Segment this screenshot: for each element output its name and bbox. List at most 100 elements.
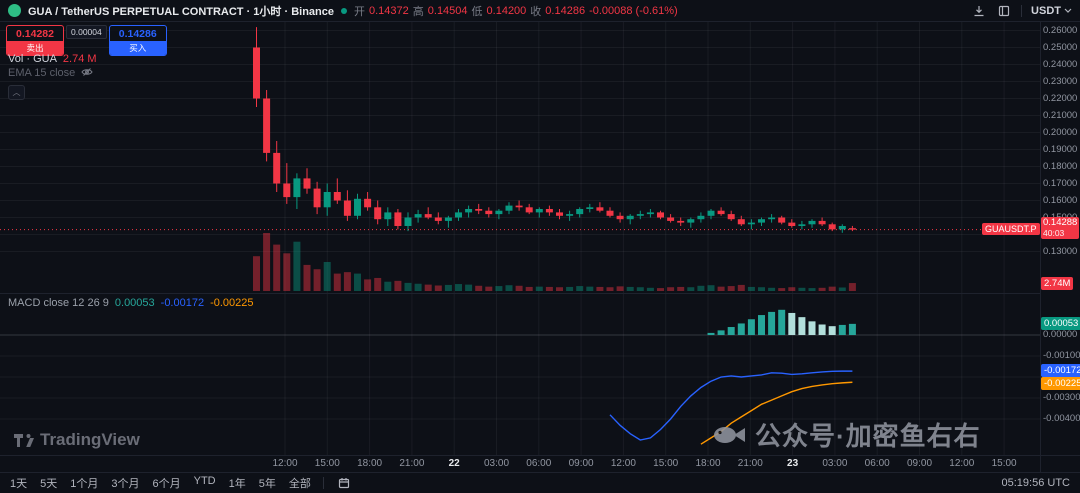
tradingview-watermark[interactable]: TradingView [14, 430, 140, 450]
channel-watermark-text: 公众号·加密鱼右右 [755, 421, 981, 451]
price-axis-label: 0.22000 [1043, 92, 1078, 104]
volume-axis-tag: 2.74M [1041, 277, 1074, 290]
time-axis-label: 15:00 [991, 458, 1017, 469]
macd-signal-axis-tag: -0.00225 [1041, 377, 1080, 390]
symbol-title[interactable]: GUA / TetherUS PERPETUAL CONTRACT · 1小时 … [28, 5, 334, 18]
ema-legend[interactable]: EMA 15 close [8, 66, 97, 80]
currency-selector[interactable]: USDT [1031, 5, 1072, 17]
channel-watermark: 公众号·加密鱼右右 [712, 416, 981, 453]
volume-legend-value: 2.74 M [62, 53, 97, 65]
macd-axis-label: -0.00400 [1043, 413, 1080, 424]
download-icon[interactable] [971, 3, 987, 19]
sell-price: 0.14282 [16, 28, 54, 40]
price-axis-border[interactable] [1040, 22, 1041, 472]
pane-separator[interactable] [0, 293, 1040, 294]
price-axis-label: 0.16000 [1043, 194, 1078, 206]
macd-legend-title: MACD close 12 26 9 [8, 297, 109, 309]
range-button-6个月[interactable]: 6个月 [152, 478, 181, 490]
range-buttons: 1天 5天 1个月 3个月 6个月 YTD 1年 5年 全部 [10, 475, 311, 491]
range-button-5年[interactable]: 5年 [258, 478, 276, 490]
price-axis-label: 0.17000 [1043, 177, 1078, 189]
macd-hist-axis-tag: 0.00053 [1041, 317, 1080, 330]
currency-label: USDT [1031, 4, 1061, 17]
range-button-1个月[interactable]: 1个月 [70, 478, 99, 490]
chart-header: GUA / TetherUS PERPETUAL CONTRACT · 1小时 … [0, 0, 1080, 22]
time-axis-label: 21:00 [737, 458, 763, 469]
open-value: 0.14372 [369, 4, 409, 17]
volume-legend[interactable]: Vol · GUA 2.74 M [8, 52, 97, 66]
collapse-pane-button[interactable]: ︿ [8, 85, 25, 100]
indicator-legend: Vol · GUA 2.74 M EMA 15 close ︿ [8, 52, 97, 100]
low-label: 低 [471, 5, 483, 18]
range-button-1年[interactable]: 1年 [228, 478, 246, 490]
close-label: 收 [530, 5, 542, 18]
range-button-YTD[interactable]: YTD [193, 475, 216, 487]
time-axis-label: 15:00 [653, 458, 679, 469]
high-label: 高 [412, 5, 424, 18]
header-divider [1021, 4, 1023, 17]
time-axis-label: 03:00 [822, 458, 848, 469]
time-axis-label: 15:00 [314, 458, 340, 469]
time-axis-label: 03:00 [483, 458, 510, 469]
sell-button[interactable]: 0.14282 卖出 [6, 25, 64, 56]
toolbar-divider [322, 477, 324, 489]
price-axis-label: 0.24000 [1043, 58, 1078, 70]
high-value: 0.14504 [427, 4, 468, 17]
fullscreen-icon[interactable] [996, 3, 1012, 19]
open-label: 开 [354, 5, 365, 18]
price-axis-label: 0.25000 [1043, 41, 1078, 53]
price-axis-label: 0.19000 [1043, 143, 1078, 155]
time-axis-label: 09:00 [568, 458, 594, 469]
price-axis-label: 0.26000 [1043, 24, 1078, 36]
eye-off-icon[interactable] [81, 66, 93, 81]
order-widget: 0.14282 卖出 0.00004 0.14286 买入 [6, 25, 167, 56]
symbol-price-tag: GUAUSDT.P [982, 223, 1040, 235]
market-status-icon [341, 7, 347, 14]
buy-button[interactable]: 0.14286 买入 [108, 25, 167, 56]
symbol-logo-icon [8, 4, 21, 17]
price-axis-label: 0.13000 [1043, 245, 1078, 257]
range-button-3个月[interactable]: 3个月 [111, 478, 140, 490]
sell-label: 卖出 [7, 41, 63, 55]
macd-signal-value: -0.00225 [210, 297, 254, 309]
buy-price: 0.14286 [118, 28, 157, 40]
time-axis[interactable]: 12:00 15:00 18:00 21:00 22 03:00 06:00 09:00 12:… [0, 455, 1080, 472]
calendar-icon[interactable] [336, 475, 352, 491]
time-axis-label: 12:00 [610, 458, 636, 469]
fish-icon [714, 426, 745, 443]
tradingview-logo-icon [14, 433, 34, 447]
time-axis-label: 21:00 [399, 458, 425, 469]
close-value: 0.14286 [545, 4, 586, 17]
ohlc-readout: 开 0.14372 高 0.14504 低 0.14200 收 0.14286 … [354, 3, 678, 19]
macd-axis-label: -0.00100 [1043, 350, 1080, 361]
change-value: -0.00088 (-0.61%) [589, 4, 678, 17]
range-button-5天[interactable]: 5天 [40, 478, 58, 490]
time-axis-label: 12:00 [949, 458, 975, 469]
range-button-全部[interactable]: 全部 [288, 478, 311, 490]
price-axis-label: 0.23000 [1043, 75, 1078, 87]
time-axis-label: 18:00 [695, 458, 721, 469]
low-value: 0.14200 [486, 4, 527, 17]
time-axis-label: 22 [448, 458, 460, 469]
time-axis-label: 23 [787, 458, 799, 469]
tradingview-watermark-text: TradingView [40, 430, 140, 449]
time-axis-label: 12:00 [272, 458, 298, 469]
range-button-1天[interactable]: 1天 [10, 478, 28, 490]
current-price-value: 0.14288 [1043, 217, 1078, 228]
macd-axis-label: -0.00300 [1043, 392, 1080, 403]
price-axis-label: 0.18000 [1043, 160, 1078, 172]
ema-legend-title: EMA 15 close [8, 67, 76, 79]
time-axis-label: 06:00 [864, 458, 890, 469]
macd-hist-value: 0.00053 [114, 297, 155, 309]
macd-line-value: -0.00172 [160, 297, 205, 309]
macd-axis-label: 0.00000 [1043, 329, 1078, 340]
current-price-label: 0.14288 40:03 [1041, 217, 1079, 239]
bar-countdown: 40:03 [1043, 228, 1065, 238]
macd-legend[interactable]: MACD close 12 26 9 0.00053 -0.00172 -0.0… [8, 297, 254, 309]
time-axis-label: 06:00 [526, 458, 552, 469]
volume-legend-title: Vol · GUA [8, 53, 57, 65]
spread-value: 0.00004 [66, 25, 107, 39]
clock[interactable]: 05:19:56 UTC [1001, 477, 1070, 489]
